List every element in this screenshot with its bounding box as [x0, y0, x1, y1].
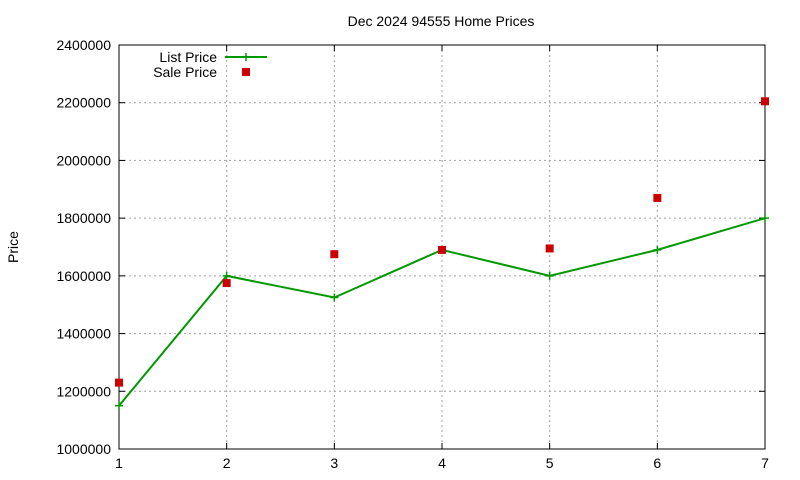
- legend-plus-marker: [242, 53, 250, 61]
- data-series: [115, 97, 769, 410]
- sale-price-point: [438, 245, 446, 254]
- list-price-point: [330, 293, 339, 302]
- x-tick-label: 5: [546, 455, 554, 471]
- x-tick-label: 6: [653, 455, 661, 471]
- y-tick-label: 2400000: [56, 37, 111, 53]
- y-tick-label: 1000000: [56, 441, 111, 457]
- list-price-point: [222, 271, 231, 280]
- sale-price-point: [545, 244, 554, 253]
- y-tick-label: 1400000: [56, 326, 111, 342]
- list-price-point: [761, 214, 769, 223]
- x-tick-label: 3: [330, 455, 338, 471]
- legend-square-marker: [242, 68, 250, 76]
- list-price-point: [115, 401, 123, 410]
- chart-title: Dec 2024 94555 Home Prices: [348, 13, 535, 29]
- sale-price-point: [653, 193, 662, 202]
- y-axis-ticks: 1000000 1200000 1400000 1600000 1800000 20000…: [56, 37, 765, 457]
- y-tick-label: 1800000: [56, 210, 111, 226]
- sale-price-point: [115, 378, 123, 387]
- legend-label: List Price: [159, 49, 217, 65]
- legend-label: Sale Price: [153, 64, 217, 80]
- sale-price-point: [761, 97, 769, 106]
- y-tick-label: 2000000: [56, 152, 111, 168]
- y-tick-label: 1600000: [56, 268, 111, 284]
- list-price-point: [545, 271, 554, 280]
- y-axis-label: Price: [5, 231, 21, 263]
- y-tick-label: 1200000: [56, 383, 111, 399]
- x-tick-label: 4: [438, 455, 446, 471]
- x-axis-ticks: 1 2 3 4 5 6 7: [115, 45, 769, 471]
- x-tick-label: 1: [115, 455, 123, 471]
- list-price-point: [653, 245, 662, 254]
- x-tick-label: 2: [223, 455, 231, 471]
- x-tick-label: 7: [761, 455, 769, 471]
- y-tick-label: 2200000: [56, 95, 111, 111]
- sale-price-point: [330, 250, 339, 259]
- sale-price-point: [222, 279, 231, 288]
